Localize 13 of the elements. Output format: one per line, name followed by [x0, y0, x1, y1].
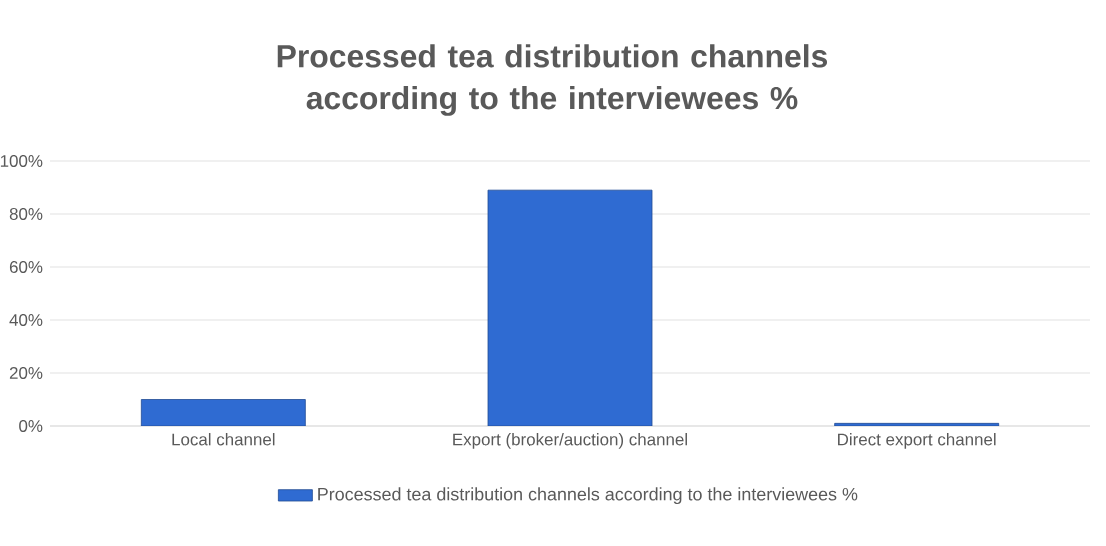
y-tick-label: 20%	[9, 367, 43, 379]
y-tick-label: 40%	[9, 314, 43, 326]
bar	[140, 399, 306, 426]
x-tick-label: Export (broker/auction) channel	[453, 433, 687, 449]
y-tick-label: 60%	[9, 261, 43, 273]
y-tick-label: 100%	[0, 155, 43, 167]
chart-title: Processed tea distribution channels according to the interviewees %	[277, 44, 828, 116]
x-tick-label: Direct export channel	[838, 433, 996, 449]
y-tick-label: 80%	[9, 208, 43, 220]
x-tick-label: Local channel	[172, 433, 275, 446]
y-tick-label: 0%	[19, 420, 43, 432]
bar	[487, 189, 653, 426]
legend-label: Processed tea distribution channels according to the interviewees %	[318, 487, 858, 505]
